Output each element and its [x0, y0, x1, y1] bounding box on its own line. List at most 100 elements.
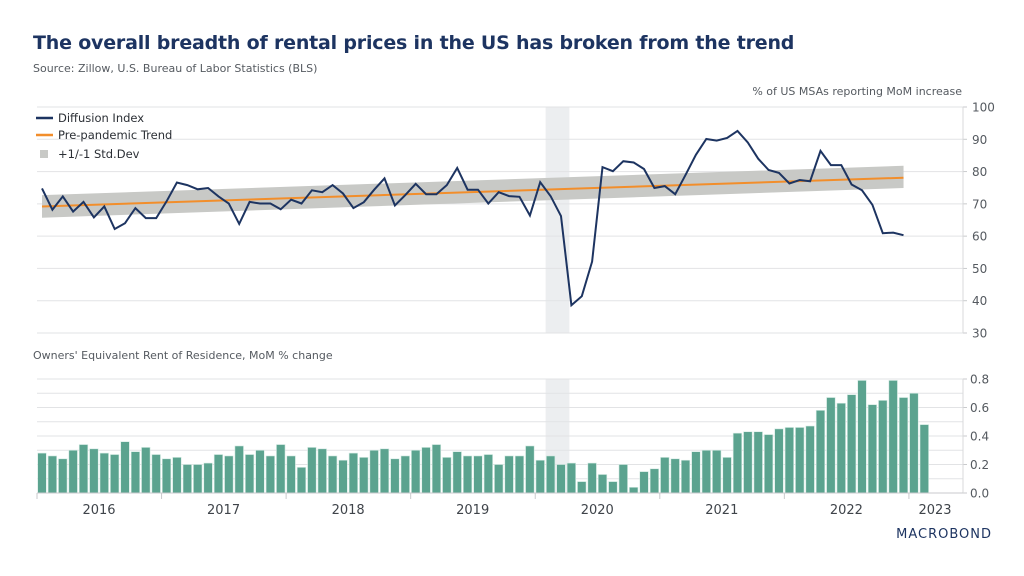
bar — [546, 455, 556, 494]
y-tick-label: 0.0 — [970, 487, 989, 501]
bar — [141, 447, 151, 494]
legend-item-diffusion-index: Diffusion Index — [36, 111, 144, 125]
bar — [878, 400, 888, 494]
bar — [815, 410, 826, 494]
bar — [701, 449, 711, 494]
bar — [411, 449, 421, 494]
bar — [535, 459, 545, 494]
y-tick-label: 0.4 — [970, 430, 989, 444]
bar — [431, 444, 442, 494]
legend-item-std-dev: +1/-1 Std.Dev — [40, 147, 140, 161]
legend-item-pre-pandemic-trend: Pre-pandemic Trend — [36, 128, 172, 142]
bar — [400, 455, 410, 494]
y-tick-label: 0.8 — [970, 373, 989, 387]
y-tick-label: 80 — [972, 165, 987, 179]
bar — [618, 464, 628, 494]
bar — [639, 471, 649, 494]
y-tick-label: 60 — [972, 230, 987, 244]
x-tick-label: 2023 — [918, 503, 951, 518]
bar — [276, 444, 286, 494]
x-axis-ticks: 2016 2017 2018 2019 2020 2021 2022 2023 — [36, 492, 963, 518]
bar — [379, 448, 390, 494]
recession-shade-top — [545, 107, 570, 333]
bar — [58, 458, 68, 494]
y-tick-label: 50 — [972, 262, 987, 276]
trend-line — [41, 176, 904, 208]
bar — [504, 455, 514, 494]
bar — [867, 404, 877, 494]
bar — [99, 452, 109, 494]
bar — [151, 454, 161, 494]
legend-label: +1/-1 Std.Dev — [58, 147, 140, 161]
y-tick-label: 0.2 — [970, 458, 989, 472]
bar — [847, 394, 857, 494]
bar — [629, 486, 639, 494]
bar — [307, 447, 317, 494]
chart-title: The overall breadth of rental prices in … — [33, 32, 795, 54]
bar — [296, 467, 307, 494]
logo-text: MACROBOND — [896, 527, 992, 542]
bar — [597, 474, 608, 494]
bar — [130, 451, 141, 494]
bottom-y-tick-labels: 0.0 0.2 0.4 0.6 0.8 — [970, 373, 989, 501]
bar — [514, 455, 525, 494]
bar — [89, 448, 99, 494]
oer-bars — [37, 380, 929, 494]
bar — [265, 455, 275, 494]
bar — [359, 457, 369, 494]
bar — [317, 448, 327, 494]
bar — [691, 451, 701, 494]
bar — [442, 457, 452, 494]
bar — [110, 454, 120, 494]
x-tick-label: 2021 — [705, 503, 738, 518]
bar — [462, 455, 473, 494]
y-tick-label: 30 — [972, 327, 987, 341]
bar — [193, 464, 203, 494]
top-y-tick-labels: 30 40 50 60 70 80 90 100 — [972, 101, 995, 341]
bar — [784, 427, 794, 494]
bar — [909, 392, 919, 494]
bar — [805, 425, 815, 494]
bar — [161, 458, 172, 494]
x-tick-label: 2022 — [830, 503, 863, 518]
bar — [732, 432, 743, 494]
bar — [120, 441, 130, 494]
chart-source: Source: Zillow, U.S. Bureau of Labor Sta… — [33, 62, 318, 75]
y-tick-label: 100 — [972, 101, 995, 115]
y-tick-label: 90 — [972, 133, 987, 147]
bar — [255, 449, 265, 494]
top-y-axis-label: % of US MSAs reporting MoM increase — [752, 85, 962, 98]
bar — [577, 481, 587, 494]
x-tick-label: 2016 — [82, 503, 115, 518]
y-tick-label: 40 — [972, 294, 987, 308]
bar — [888, 380, 898, 494]
bar — [774, 428, 784, 494]
bar — [494, 464, 504, 494]
macrobond-logo: MACROBOND — [896, 527, 992, 542]
bar — [421, 447, 431, 494]
bar — [566, 462, 576, 494]
bar — [390, 458, 400, 494]
trend-line-path — [41, 176, 904, 208]
bar — [37, 452, 47, 494]
bar — [608, 481, 618, 494]
bar — [348, 452, 359, 494]
bar — [722, 457, 732, 494]
bar — [328, 455, 338, 494]
bar — [224, 455, 234, 494]
bar — [172, 457, 182, 494]
x-tick-label: 2017 — [207, 503, 240, 518]
bar — [898, 397, 909, 494]
bar — [649, 468, 660, 494]
bar — [795, 427, 805, 494]
bar — [670, 458, 680, 494]
legend-swatch-box — [40, 150, 48, 158]
bar — [753, 431, 763, 494]
bar — [556, 464, 566, 494]
bottom-chart-title: Owners' Equivalent Rent of Residence, Mo… — [33, 349, 333, 362]
bar — [78, 444, 89, 494]
bar — [836, 402, 846, 494]
bar — [47, 455, 57, 494]
bar — [525, 445, 535, 494]
